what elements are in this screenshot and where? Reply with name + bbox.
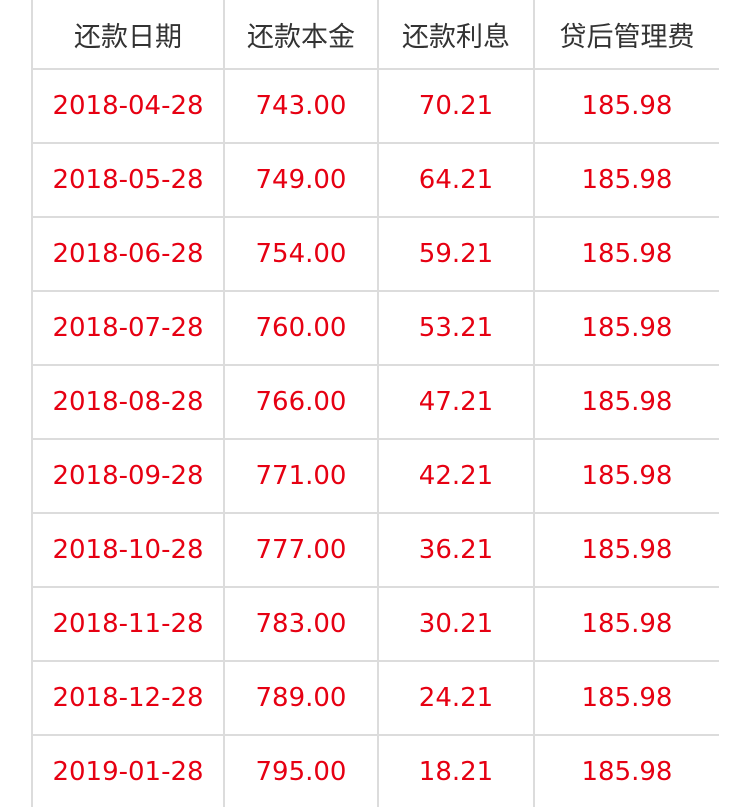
repayment-date-cell: 2018-08-28 [31, 364, 225, 440]
column-header-principal: 还款本金 [223, 0, 379, 70]
table-row: 2018-10-28 777.00 36.21 185.98 [31, 512, 719, 588]
repayment-date-cell: 2019-01-28 [31, 734, 225, 807]
interest-cell: 18.21 [377, 734, 535, 807]
table-row: 2019-01-28 795.00 18.21 185.98 [31, 734, 719, 807]
interest-cell: 64.21 [377, 142, 535, 218]
management-fee-cell: 185.98 [533, 586, 719, 662]
principal-cell: 754.00 [223, 216, 379, 292]
repayment-schedule: 还款日期 还款本金 还款利息 贷后管理费 2018-04-28 743.00 7… [31, 0, 719, 807]
interest-cell: 53.21 [377, 290, 535, 366]
table-row: 2018-12-28 789.00 24.21 185.98 [31, 660, 719, 736]
management-fee-cell: 185.98 [533, 438, 719, 514]
column-header-interest: 还款利息 [377, 0, 535, 70]
principal-cell: 760.00 [223, 290, 379, 366]
interest-cell: 30.21 [377, 586, 535, 662]
management-fee-cell: 185.98 [533, 142, 719, 218]
principal-cell: 783.00 [223, 586, 379, 662]
principal-cell: 766.00 [223, 364, 379, 440]
management-fee-cell: 185.98 [533, 364, 719, 440]
column-header-repayment-date: 还款日期 [31, 0, 225, 70]
table-row: 2018-06-28 754.00 59.21 185.98 [31, 216, 719, 292]
interest-cell: 42.21 [377, 438, 535, 514]
management-fee-cell: 185.98 [533, 660, 719, 736]
repayment-date-cell: 2018-06-28 [31, 216, 225, 292]
principal-cell: 749.00 [223, 142, 379, 218]
column-header-management-fee: 贷后管理费 [533, 0, 719, 70]
interest-cell: 47.21 [377, 364, 535, 440]
management-fee-cell: 185.98 [533, 512, 719, 588]
repayment-date-cell: 2018-11-28 [31, 586, 225, 662]
principal-cell: 795.00 [223, 734, 379, 807]
repayment-date-cell: 2018-04-28 [31, 68, 225, 144]
principal-cell: 743.00 [223, 68, 379, 144]
repayment-date-cell: 2018-07-28 [31, 290, 225, 366]
principal-cell: 771.00 [223, 438, 379, 514]
table-row: 2018-09-28 771.00 42.21 185.98 [31, 438, 719, 514]
repayment-table: 还款日期 还款本金 还款利息 贷后管理费 2018-04-28 743.00 7… [31, 0, 719, 807]
interest-cell: 36.21 [377, 512, 535, 588]
table-row: 2018-08-28 766.00 47.21 185.98 [31, 364, 719, 440]
table-row: 2018-07-28 760.00 53.21 185.98 [31, 290, 719, 366]
repayment-date-cell: 2018-10-28 [31, 512, 225, 588]
repayment-date-cell: 2018-09-28 [31, 438, 225, 514]
interest-cell: 59.21 [377, 216, 535, 292]
interest-cell: 24.21 [377, 660, 535, 736]
table-row: 2018-04-28 743.00 70.21 185.98 [31, 68, 719, 144]
management-fee-cell: 185.98 [533, 734, 719, 807]
principal-cell: 789.00 [223, 660, 379, 736]
table-header-row: 还款日期 还款本金 还款利息 贷后管理费 [31, 0, 719, 70]
table-row: 2018-05-28 749.00 64.21 185.98 [31, 142, 719, 218]
management-fee-cell: 185.98 [533, 216, 719, 292]
repayment-date-cell: 2018-12-28 [31, 660, 225, 736]
principal-cell: 777.00 [223, 512, 379, 588]
interest-cell: 70.21 [377, 68, 535, 144]
table-row: 2018-11-28 783.00 30.21 185.98 [31, 586, 719, 662]
management-fee-cell: 185.98 [533, 68, 719, 144]
management-fee-cell: 185.98 [533, 290, 719, 366]
repayment-date-cell: 2018-05-28 [31, 142, 225, 218]
